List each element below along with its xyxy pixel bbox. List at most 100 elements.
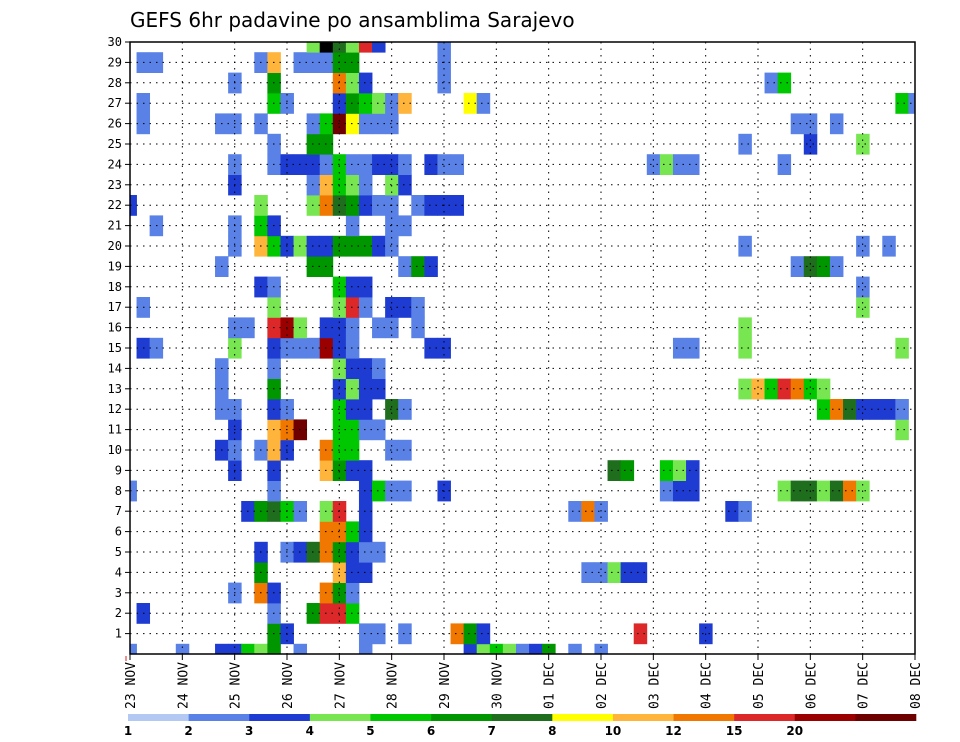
- colorbar-swatch: [612, 714, 674, 721]
- heatmap-cell: [358, 174, 373, 196]
- heatmap-cell: [790, 256, 805, 277]
- heatmap-cell: [345, 317, 360, 339]
- heatmap-cell: [450, 154, 465, 175]
- heatmap-cell: [332, 93, 347, 114]
- heatmap-cell: [764, 378, 779, 400]
- heatmap-cell: [437, 42, 451, 53]
- heatmap-cell: [411, 195, 425, 216]
- colorbar-swatch: [128, 714, 189, 721]
- heatmap-cell: [751, 378, 765, 400]
- heatmap-cell: [385, 317, 399, 339]
- heatmap-cell: [398, 623, 412, 645]
- heatmap-cell: [829, 256, 844, 277]
- heatmap-cell: [829, 113, 844, 135]
- heatmap-cell: [843, 399, 857, 420]
- heatmap-cell: [332, 439, 347, 461]
- y-tick-label: 17: [108, 300, 122, 314]
- y-tick-label: 13: [108, 382, 122, 396]
- heatmap-cell: [372, 93, 386, 114]
- heatmap-cell: [358, 72, 373, 94]
- heatmap-cell: [777, 378, 792, 400]
- heatmap-cell: [764, 72, 779, 94]
- heatmap-cell: [829, 399, 844, 420]
- x-tick-label: 27 NOV: [333, 662, 348, 709]
- heatmap-cell: [515, 643, 530, 655]
- heatmap-cell: [372, 378, 386, 400]
- x-tick-label: 26 NOV: [281, 662, 296, 709]
- x-tick-label: 01 DEC: [543, 662, 558, 709]
- heatmap-cell: [398, 480, 412, 502]
- heatmap-cell: [686, 154, 700, 175]
- heatmap-cell: [345, 603, 360, 624]
- x-tick-label: 02 DEC: [595, 662, 610, 709]
- colorbar-legend: 1 2 3 4 5 6 7 8 10 12 15 20: [124, 714, 917, 738]
- colorbar-label: 12: [665, 724, 682, 738]
- heatmap-cell: [372, 623, 386, 645]
- heatmap-cell: [175, 643, 190, 655]
- heatmap-cell: [358, 93, 373, 114]
- heatmap-cell: [332, 276, 347, 298]
- heatmap-cell: [620, 562, 635, 583]
- heatmap-cell: [372, 235, 386, 257]
- y-tick-label: 2: [115, 606, 122, 620]
- heatmap-cell: [672, 480, 687, 502]
- heatmap-cell: [345, 42, 360, 53]
- heatmap-cell: [659, 460, 674, 481]
- heatmap-cell: [332, 562, 347, 583]
- colorbar-label: 3: [245, 724, 253, 738]
- heatmap-cell: [568, 501, 582, 522]
- y-tick-label: 30: [108, 35, 122, 49]
- heatmap-cell: [777, 480, 792, 502]
- heatmap-cell: [476, 93, 491, 114]
- heatmap-cell: [332, 460, 347, 481]
- heatmap-cell: [463, 93, 478, 114]
- heatmap-cell: [372, 480, 386, 502]
- heatmap-cell: [358, 562, 373, 583]
- heatmap-cell: [293, 643, 308, 655]
- heatmap-cell: [332, 419, 347, 441]
- x-tick-label: 04 DEC: [700, 662, 715, 709]
- y-tick-label: 10: [108, 443, 122, 457]
- x-tick-label: 03 DEC: [647, 662, 662, 709]
- heatmap-cell: [450, 623, 465, 645]
- heatmap-cell: [895, 93, 909, 114]
- heatmap-cell: [476, 643, 491, 655]
- y-tick-label: 12: [108, 402, 122, 416]
- y-tick-label: 9: [115, 463, 122, 477]
- chart-title: GEFS 6hr padavine po ansamblima Sarajevo: [130, 8, 575, 32]
- heatmap-cell: [358, 42, 373, 53]
- colorbar-label: 5: [366, 724, 374, 738]
- heatmap-cell: [332, 235, 347, 257]
- colorbar-label: 8: [548, 724, 556, 738]
- heatmap-cell: [594, 643, 608, 655]
- heatmap-cell: [332, 541, 347, 563]
- heatmap-cell: [738, 337, 752, 359]
- heatmap-cell: [882, 399, 896, 420]
- heatmap-cell: [385, 154, 399, 175]
- heatmap-cell: [424, 154, 438, 175]
- heatmap-cell: [345, 113, 360, 135]
- heatmap-cell: [372, 154, 386, 175]
- x-tick-label: 08 DEC: [909, 662, 924, 709]
- heatmap-cell: [358, 521, 373, 543]
- y-tick-label: 18: [108, 280, 122, 294]
- heatmap-cell: [332, 297, 347, 318]
- y-tick-label: 19: [108, 259, 122, 273]
- colorbar-label: 20: [786, 724, 803, 738]
- heatmap-cell: [345, 439, 360, 461]
- y-tick-label: 21: [108, 219, 122, 233]
- y-tick-label: 26: [108, 117, 122, 131]
- heatmap-cell: [424, 195, 438, 216]
- heatmap-cell: [358, 378, 373, 400]
- colorbar-label: 7: [488, 724, 496, 738]
- colorbar-swatch: [855, 714, 917, 721]
- heatmap-cell: [372, 541, 386, 563]
- heatmap-cell: [215, 643, 229, 655]
- heatmap-cell: [790, 480, 805, 502]
- heatmap-cell: [659, 480, 674, 502]
- heatmap-cell: [398, 297, 412, 318]
- colorbar-swatch: [431, 714, 492, 721]
- heatmap-cell: [581, 501, 595, 522]
- heatmap-cell: [358, 480, 373, 502]
- heatmap-cell: [607, 562, 622, 583]
